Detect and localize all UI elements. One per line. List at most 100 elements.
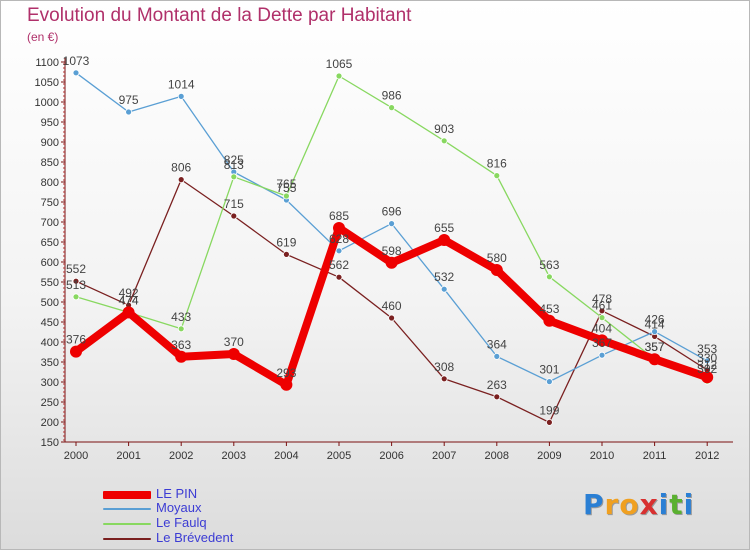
data-label: 357 [645,340,665,354]
data-label: 357 [645,340,665,354]
data-label: 563 [539,258,559,272]
y-tick-label: 1050 [35,77,59,89]
y-tick-label: 1000 [35,97,59,109]
x-tick-label: 2001 [116,450,140,462]
y-tick-label: 800 [41,177,59,189]
data-point [651,328,658,336]
y-tick-label: 250 [41,397,59,409]
x-tick-label: 2008 [485,450,509,462]
data-label: 453 [539,302,559,316]
data-label: 628 [329,232,349,246]
data-point [333,222,345,234]
data-point [703,357,711,365]
data-label: 816 [487,157,507,171]
data-point [440,375,448,383]
legend-label-le-brevedent: Le Brévedent [156,530,234,545]
data-point [598,307,606,315]
data-point [388,314,396,322]
data-label: 367 [592,336,612,350]
data-point [72,69,80,77]
data-point [72,277,80,285]
y-tick-label: 500 [41,297,59,309]
series-line [75,75,708,382]
data-label: 1073 [63,54,90,68]
unit-label: (en €) [27,30,59,44]
data-point [438,234,451,246]
data-label: 474 [119,293,139,307]
data-label: 1065 [326,57,353,71]
data-point [335,247,343,255]
data-point [388,220,396,228]
data-label: 404 [592,321,612,335]
y-tick-label: 350 [41,357,59,369]
data-label: 301 [539,363,559,377]
legend-swatch-le-pin [103,491,151,499]
data-label: 975 [119,93,139,107]
logo-letter: i [683,488,695,521]
data-label: 474 [119,293,139,307]
data-point [493,172,501,180]
data-label: 806 [171,161,191,175]
data-point [335,72,343,80]
data-point [122,306,135,319]
data-label: 433 [171,310,191,324]
logo-letter: o [619,488,640,521]
data-label: 308 [434,360,454,374]
x-tick-label: 2012 [695,450,719,462]
x-tick-label: 2005 [327,450,351,462]
data-point [598,351,606,359]
data-point [596,334,608,347]
data-label: 460 [382,299,402,313]
data-label: 552 [66,262,86,276]
x-tick-label: 2002 [169,450,193,462]
data-label: 765 [276,177,296,191]
data-label: 492 [119,286,139,300]
y-tick-label: 450 [41,317,59,329]
x-tick-label: 2007 [432,450,456,462]
data-label: 370 [224,335,244,349]
data-label: 263 [487,378,507,392]
data-label: 715 [224,197,244,211]
legend-label-le-pin: LE PIN [156,486,198,501]
x-tick-label: 2000 [64,450,88,462]
data-point [70,345,82,358]
logo-letter: i [658,488,670,521]
data-point [335,273,343,281]
data-label: 813 [224,158,244,172]
data-label: 513 [66,278,86,292]
data-point [546,378,553,386]
data-point [177,325,185,333]
data-label: 376 [66,333,86,347]
y-tick-label: 150 [41,437,59,449]
y-tick-label: 1100 [35,57,59,69]
legend-label-le-faulq: Le Faulq [156,515,207,530]
data-label: 685 [329,209,349,223]
legend-swatch-moyaux [103,508,151,510]
y-tick-label: 300 [41,377,59,389]
y-tick-label: 850 [41,157,59,169]
data-point [280,378,293,391]
data-point [493,352,501,360]
data-point [701,371,714,384]
logo-letter: P [583,488,605,521]
data-label: 302 [697,362,717,376]
data-point [388,104,396,111]
data-label: 562 [329,258,349,272]
data-label: 580 [487,251,507,265]
data-label: 461 [592,299,612,313]
data-point [598,314,606,322]
y-tick-label: 900 [41,137,59,149]
proxiti-logo: Proxiti [583,488,694,521]
y-tick-label: 750 [41,197,59,209]
legend-label-moyaux: Moyaux [156,500,202,515]
data-point [546,418,553,426]
data-label: 363 [171,338,191,352]
data-point [177,93,185,100]
y-tick-label: 700 [41,217,59,229]
y-tick-label: 600 [41,257,59,269]
x-tick-label: 2010 [590,450,614,462]
x-tick-label: 2009 [537,450,561,462]
data-label: 312 [697,358,717,372]
data-label: 598 [382,244,402,258]
